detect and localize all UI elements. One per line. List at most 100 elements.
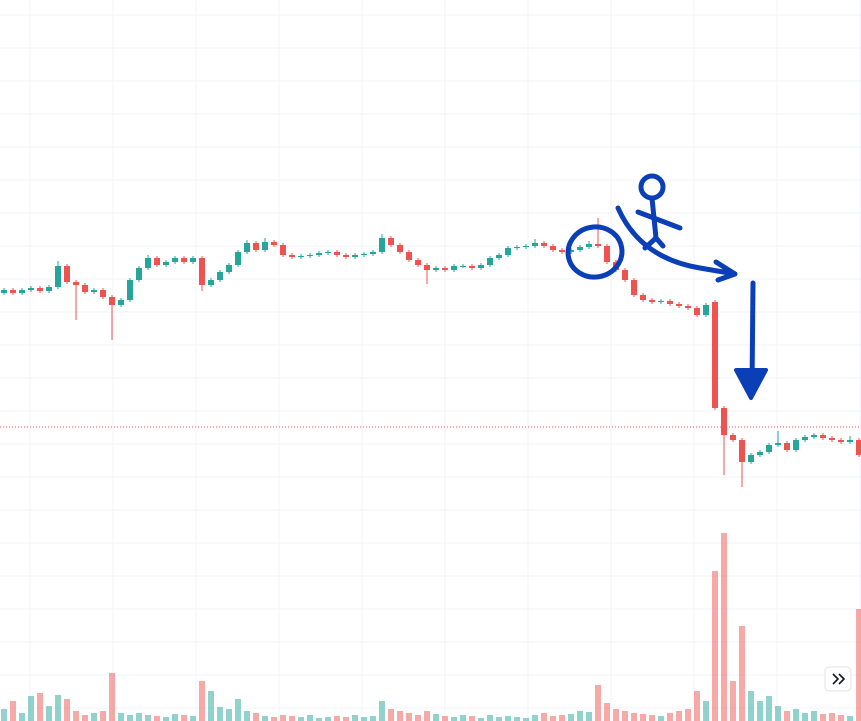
candle-body [55, 266, 61, 287]
volume-bar [370, 716, 376, 721]
candle-body [730, 435, 736, 440]
volume-bar [190, 716, 196, 721]
volume-bar [811, 711, 817, 721]
volume-bar [550, 716, 556, 721]
volume-bar [19, 713, 25, 721]
candle-body [739, 440, 745, 462]
candle-body [658, 301, 664, 302]
candle-body [100, 290, 106, 297]
candle-body [604, 246, 610, 262]
candle-body [379, 238, 385, 252]
candle-body [172, 258, 178, 262]
candle-body [388, 238, 394, 245]
candle-body [82, 285, 88, 292]
volume-bar [613, 709, 619, 721]
volume-bar [118, 713, 124, 721]
volume-bar [100, 711, 106, 721]
candle-body [352, 255, 358, 257]
candle-body [514, 247, 520, 248]
candle-body [10, 290, 16, 293]
candle-body [496, 255, 502, 258]
candle-body [784, 443, 790, 450]
candle-body [325, 252, 331, 253]
volume-bar [541, 713, 547, 721]
volume-bar [253, 713, 259, 721]
stick-figure [635, 195, 683, 251]
scroll-button[interactable] [824, 666, 852, 692]
volume-bar [586, 712, 592, 721]
volume-bar [82, 715, 88, 721]
volume-bar [199, 681, 205, 721]
volume-bar [136, 713, 142, 721]
candle-body [622, 270, 628, 280]
volume-bar [73, 711, 79, 721]
arrow-right [615, 205, 738, 283]
candle-body [721, 408, 727, 435]
volume-bar [838, 715, 844, 721]
volume-bar [694, 691, 700, 721]
volume-bar [829, 713, 835, 721]
candle-body [460, 266, 466, 267]
candle-body [550, 246, 556, 250]
candle-body [370, 252, 376, 254]
volume-bar [640, 714, 646, 721]
candle-body [244, 243, 250, 252]
volume-bar [532, 715, 538, 721]
volume-bar [622, 711, 628, 721]
candle-body [19, 290, 25, 293]
volume-bar [496, 717, 502, 721]
candle-layer [0, 218, 861, 487]
candle-body [334, 252, 340, 255]
candle-body [154, 258, 160, 265]
volume-bar [91, 713, 97, 721]
volume-bar [442, 716, 448, 721]
candle-body [559, 250, 565, 252]
volume-bar [262, 716, 268, 721]
candle-body [118, 300, 124, 305]
volume-bar [739, 626, 745, 721]
volume-bar [388, 709, 394, 721]
candle-body [748, 455, 754, 462]
volume-bar [721, 533, 727, 721]
candle-body [487, 258, 493, 265]
circle-annotation [565, 224, 625, 280]
volume-bar [730, 681, 736, 721]
volume-bar [145, 715, 151, 721]
candle-body [253, 243, 259, 250]
volume-bar [487, 715, 493, 721]
candle-body [208, 280, 214, 285]
volume-bar [208, 691, 214, 721]
volume-bar [10, 701, 16, 721]
volume-bar [667, 713, 673, 721]
volume-bar [793, 709, 799, 721]
volume-bar [334, 716, 340, 721]
volume-bar [397, 711, 403, 721]
volume-bar [433, 714, 439, 721]
volume-bar [658, 716, 664, 721]
candle-body [199, 258, 205, 285]
volume-bar [244, 711, 250, 721]
candle-body [28, 288, 34, 290]
volume-bar [361, 717, 367, 721]
candle-body [541, 243, 547, 246]
candle-body [217, 272, 223, 280]
candle-body [190, 258, 196, 262]
double-chevron-icon[interactable] [832, 673, 846, 685]
volume-bar [757, 701, 763, 721]
volume-bar [154, 716, 160, 721]
volume-layer [1, 533, 861, 721]
volume-bar [847, 716, 853, 721]
volume-bar [316, 718, 322, 721]
volume-bar [289, 716, 295, 721]
volume-bar [820, 714, 826, 721]
candle-body [280, 245, 286, 255]
volume-bar [478, 718, 484, 721]
volume-bar [856, 609, 861, 721]
volume-bar [298, 717, 304, 721]
volume-bar [46, 706, 52, 721]
volume-bar [802, 713, 808, 721]
candle-body [469, 266, 475, 268]
volume-bar [568, 714, 574, 721]
